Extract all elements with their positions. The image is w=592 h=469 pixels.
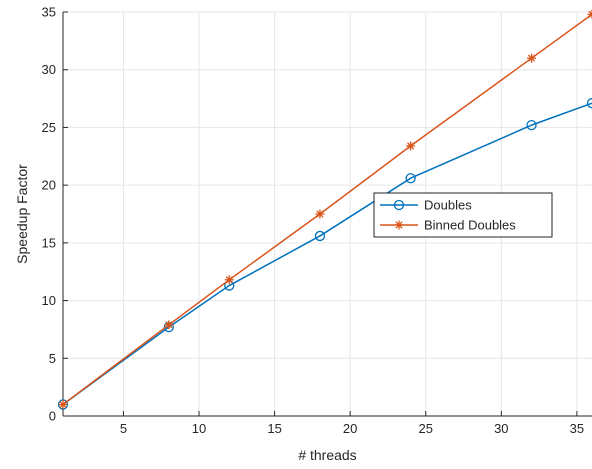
- legend-label: Doubles: [424, 198, 472, 213]
- asterisk-stroke: [59, 400, 67, 409]
- asterisk-stroke: [588, 10, 592, 16]
- series-layer: [57, 9, 592, 410]
- y-tick-label: 25: [42, 120, 56, 135]
- asterisk-stroke: [407, 142, 415, 150]
- asterisk-marker: [394, 220, 404, 230]
- asterisk-marker: [587, 9, 592, 19]
- x-tick-label: 20: [343, 421, 357, 436]
- y-tick-label: 5: [49, 351, 56, 366]
- y-tick-label: 35: [42, 5, 56, 20]
- y-tick-label: 15: [42, 235, 56, 250]
- asterisk-marker: [406, 141, 416, 151]
- x-tick-label: 5: [120, 421, 127, 436]
- asterisk-stroke: [316, 210, 324, 218]
- x-tick-label: 30: [494, 421, 508, 436]
- x-tick-label: 35: [570, 421, 584, 436]
- asterisk-stroke: [588, 13, 592, 18]
- series-binned-doubles: [58, 9, 592, 409]
- x-tick-label: 10: [192, 421, 206, 436]
- asterisk-marker: [58, 399, 68, 409]
- circle-marker: [526, 119, 537, 131]
- y-tick-label: 10: [42, 293, 56, 308]
- circle-marker: [393, 199, 405, 211]
- circle-marker: [405, 173, 416, 184]
- legend-item: Binned Doubles: [380, 218, 516, 233]
- asterisk-stroke: [527, 54, 536, 62]
- asterisk-marker: [315, 209, 325, 219]
- x-axis-label: # threads: [298, 447, 356, 463]
- legend: Doubles Binned Doubles: [373, 192, 553, 238]
- axes: 5 10 15 20 25 30 35 0 5 10 15 20 25 30 35: [42, 5, 592, 436]
- y-tick-label: 20: [42, 178, 56, 193]
- circle-marker: [314, 230, 326, 242]
- legend-label: Binned Doubles: [424, 218, 516, 233]
- legend-box: [373, 192, 553, 238]
- y-tick-label: 30: [42, 62, 56, 77]
- x-tick-label: 15: [267, 421, 281, 436]
- asterisk-marker: [164, 320, 174, 330]
- circle-marker: [586, 98, 592, 109]
- y-tick-label: 0: [49, 409, 56, 424]
- asterisk-stroke: [225, 276, 233, 284]
- y-axis-label: Speedup Factor: [14, 164, 30, 264]
- asterisk-stroke: [395, 221, 403, 229]
- x-tick-label: 25: [419, 421, 433, 436]
- asterisk-stroke: [165, 321, 173, 329]
- asterisk-marker: [527, 53, 537, 63]
- legend-item: Doubles: [380, 198, 472, 213]
- asterisk-marker: [224, 275, 234, 285]
